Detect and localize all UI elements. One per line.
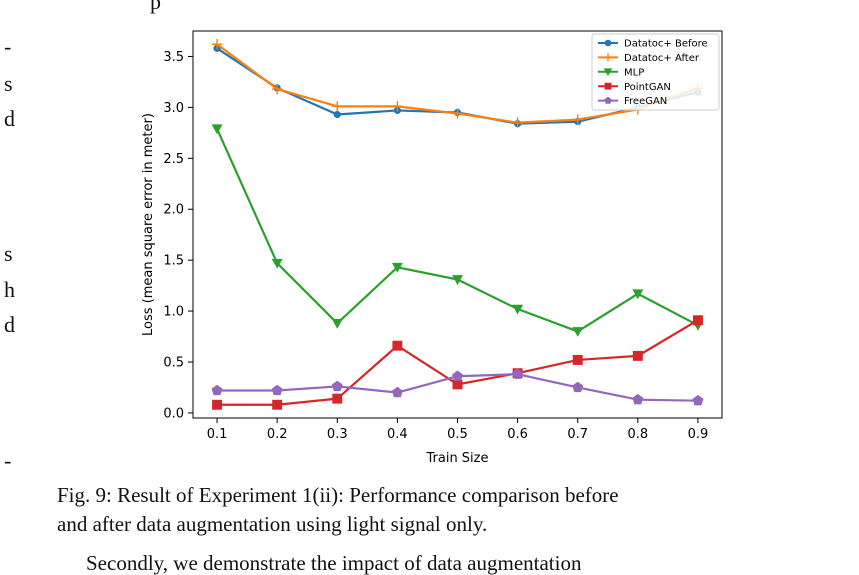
legend-box [591,33,720,111]
series-line-3 [217,319,699,406]
data-point-1 [572,114,583,125]
x-tick-label: 0.8 [627,427,648,442]
data-point-1 [332,101,343,112]
legend-marker [604,39,612,47]
x-tick-label: 0.1 [207,427,228,442]
data-point-2 [452,275,463,285]
body-text-fragment: Secondly, we demonstrate the impact of d… [86,551,582,575]
left-column-fragment: d [4,312,15,337]
data-point-3 [392,340,403,351]
data-point-3 [272,399,283,410]
x-tick-label: 0.4 [387,427,408,442]
left-column-fragment: - [4,448,12,473]
data-point-3 [572,354,583,365]
x-tick-label: 0.2 [267,427,288,442]
line-chart: 0.1 0.2 0.3 0.4 0.5 0.6 0.7 0.8 0.9 0.0 0.5 1.0 1.5 2… [141,30,723,466]
data-point-3 [632,350,643,361]
data-point-2 [211,124,223,135]
data-point-1 [512,117,523,128]
data-point-2 [512,304,524,315]
left-column-fragment: - [4,34,12,59]
y-tick-label: 2.5 [163,152,184,167]
y-tick-label: 1.5 [163,254,184,269]
x-tick-label: 0.6 [507,427,528,442]
y-tick-label: 3.5 [163,50,184,65]
y-axis-label: Loss (mean square error in meter) [141,113,156,336]
left-column-fragment: h [4,277,15,302]
data-point-4 [632,393,644,405]
x-tick-label: 0.3 [327,427,348,442]
y-tick-label: 2.0 [163,203,184,218]
legend-marker [604,96,612,104]
left-column-fragment: s [4,241,13,266]
data-point-1 [271,83,283,95]
y-tick-label: 0.0 [163,406,184,421]
top-text-fragment: p [150,0,161,14]
left-column-fragment: s [4,71,13,96]
caption-line-2: and after data augmentation using light … [57,512,488,536]
data-point-3 [452,379,463,390]
data-point-0 [333,110,341,119]
data-point-1 [452,108,463,119]
data-point-3 [212,399,223,410]
data-point-4 [331,380,343,392]
legend-label: MLP [624,67,644,78]
x-tick-label: 0.7 [567,427,588,442]
legend-label: FreeGAN [624,96,667,107]
data-point-2 [271,258,283,269]
left-column-fragment: d [4,106,15,131]
x-axis-label: Train Size [425,451,488,466]
legend: Datatoc+ Before Datatoc+ After MLP PointGAN… [591,33,720,111]
figure-caption: Fig. 9: Result of Experiment 1(ii): Perf… [57,481,805,539]
data-point-4 [211,384,223,396]
data-point-4 [452,370,463,381]
data-point-3 [332,393,343,404]
data-point-4 [692,394,704,406]
legend-marker [603,68,613,77]
data-point-2 [572,327,584,337]
legend-label: PointGAN [624,82,671,93]
data-point-4 [271,384,283,396]
data-point-1 [392,101,403,112]
data-point-4 [512,368,524,379]
caption-line-1: Fig. 9: Result of Experiment 1(ii): Perf… [57,483,619,507]
legend-marker [604,82,612,90]
y-tick-label: 1.0 [163,305,184,320]
legend-label: Datatoc+ Before [624,39,708,50]
x-tick-label: 0.5 [447,427,468,442]
data-point-2 [632,289,644,300]
data-point-3 [692,315,703,326]
y-tick-label: 3.0 [163,101,184,116]
legend-label: Datatoc+ After [624,53,700,64]
data-point-1 [211,38,223,50]
series-line-2 [216,128,699,333]
data-point-4 [391,386,403,398]
x-tick-label: 0.9 [688,427,709,442]
data-point-2 [331,318,343,329]
legend-marker [603,53,613,62]
y-tick-label: 0.5 [163,355,184,370]
data-point-2 [391,262,403,273]
data-point-4 [572,381,584,393]
